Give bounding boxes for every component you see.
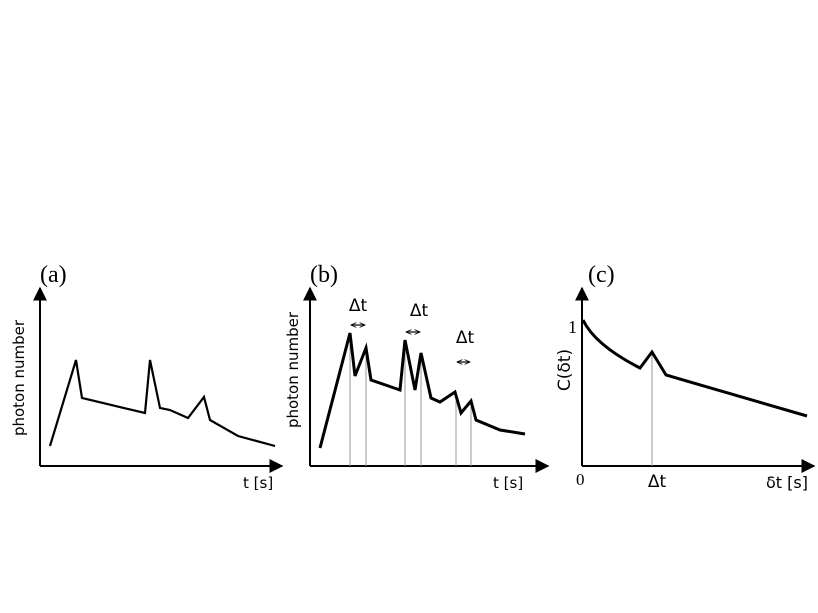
- curve: [581, 319, 808, 418]
- origin-label: 0: [576, 470, 585, 489]
- panel-label: (b): [310, 262, 338, 288]
- y-tick-label: 1: [568, 317, 577, 337]
- y-axis-label: C(δt): [555, 349, 575, 391]
- panel-c: (c) 1 C(δt) 0 Δt δt [s]: [555, 262, 816, 492]
- y-axis-label: photon number: [10, 319, 28, 436]
- panel-label: (a): [40, 262, 67, 288]
- panel-label: (c): [588, 262, 615, 288]
- x-axis-label: δt [s]: [766, 473, 808, 492]
- panel-a: (a) photon number t [s]: [10, 262, 284, 492]
- marker-label: Δt: [648, 472, 667, 492]
- x-axis-label: t [s]: [243, 474, 273, 492]
- interval-label: Δt: [410, 301, 429, 321]
- curve: [318, 332, 526, 449]
- interval-label: Δt: [456, 328, 475, 348]
- curve: [48, 359, 276, 448]
- y-axis-label: photon number: [284, 311, 302, 428]
- panel-b: (b) photon number t [s] Δt Δt Δt: [284, 262, 550, 492]
- interval-label: Δt: [349, 296, 368, 316]
- x-axis-label: t [s]: [493, 474, 523, 492]
